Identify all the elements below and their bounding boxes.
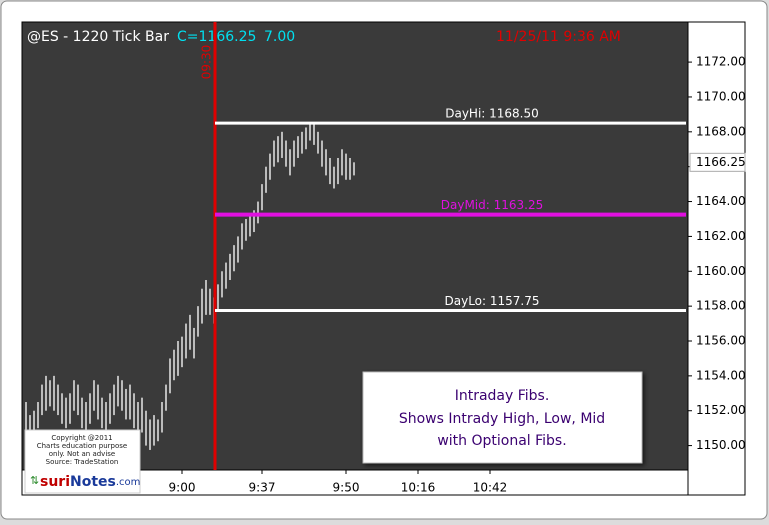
logo-main: Notes bbox=[70, 474, 116, 490]
level-label: DayMid: 1163.25 bbox=[441, 198, 543, 212]
y-tick-label: 1170.00 bbox=[696, 89, 746, 103]
y-tick-label: 1156.00 bbox=[696, 334, 746, 348]
info-text: Intraday Fibs. Shows Intrady High, Low, … bbox=[399, 388, 605, 449]
credit-line: Charts education purpose bbox=[37, 442, 128, 450]
info-line: with Optional Fibs. bbox=[437, 433, 566, 449]
credit-line: Source: TradeStation bbox=[46, 458, 119, 466]
logo: suriNotes.com bbox=[40, 474, 140, 490]
y-tick-label: 1154.00 bbox=[696, 368, 746, 382]
level-label: DayHi: 1168.50 bbox=[445, 107, 539, 121]
credit-box bbox=[24, 429, 141, 494]
session-label: 09:30 bbox=[200, 45, 214, 80]
info-box bbox=[362, 371, 643, 464]
x-tick-label: 9:50 bbox=[333, 481, 360, 495]
y-tick-label: 1158.00 bbox=[696, 299, 746, 313]
y-tick-label: 1152.00 bbox=[696, 403, 746, 417]
y-tick-label: 1160.00 bbox=[696, 264, 746, 278]
last-price-box bbox=[689, 152, 746, 172]
x-tick-label: 9:37 bbox=[249, 481, 276, 495]
x-tick-label: 9:00 bbox=[169, 481, 196, 495]
timestamp: 11/25/11 9:36 AM bbox=[496, 29, 621, 45]
close-text: C=1166.25 bbox=[177, 29, 256, 45]
info-line: Intraday Fibs. bbox=[455, 388, 550, 404]
y-tick-label: 1150.00 bbox=[696, 438, 746, 452]
plot-border bbox=[21, 21, 746, 496]
x-tick-label: 10:16 bbox=[401, 481, 436, 495]
chart-title: @ES - 1220 Tick Bar bbox=[27, 29, 169, 45]
x-tick-label: 10:42 bbox=[473, 481, 508, 495]
y-tick-label: 1162.00 bbox=[696, 229, 746, 243]
info-line: Shows Intrady High, Low, Mid bbox=[399, 411, 605, 427]
logo-icon: ⇅ bbox=[30, 474, 39, 487]
change-text: 7.00 bbox=[264, 29, 295, 45]
logo-suffix: .com bbox=[116, 477, 141, 488]
credit-line: only. Not an advise bbox=[49, 450, 115, 458]
y-tick-label: 1168.00 bbox=[696, 124, 746, 138]
credit-text: Copyright @2011 Charts education purpose… bbox=[37, 434, 128, 466]
credit-line: Copyright @2011 bbox=[51, 434, 112, 442]
y-tick-label: 1172.00 bbox=[696, 55, 746, 69]
y-tick-label: 1164.00 bbox=[696, 194, 746, 208]
level-label: DayLo: 1157.75 bbox=[445, 294, 540, 308]
last-price-label: 1166.25 bbox=[696, 155, 746, 169]
logo-prefix: suri bbox=[40, 474, 70, 490]
marks: 09:30 DayHi: 1168.50 DayMid: 1163.25 DayLo:… bbox=[25, 22, 686, 470]
